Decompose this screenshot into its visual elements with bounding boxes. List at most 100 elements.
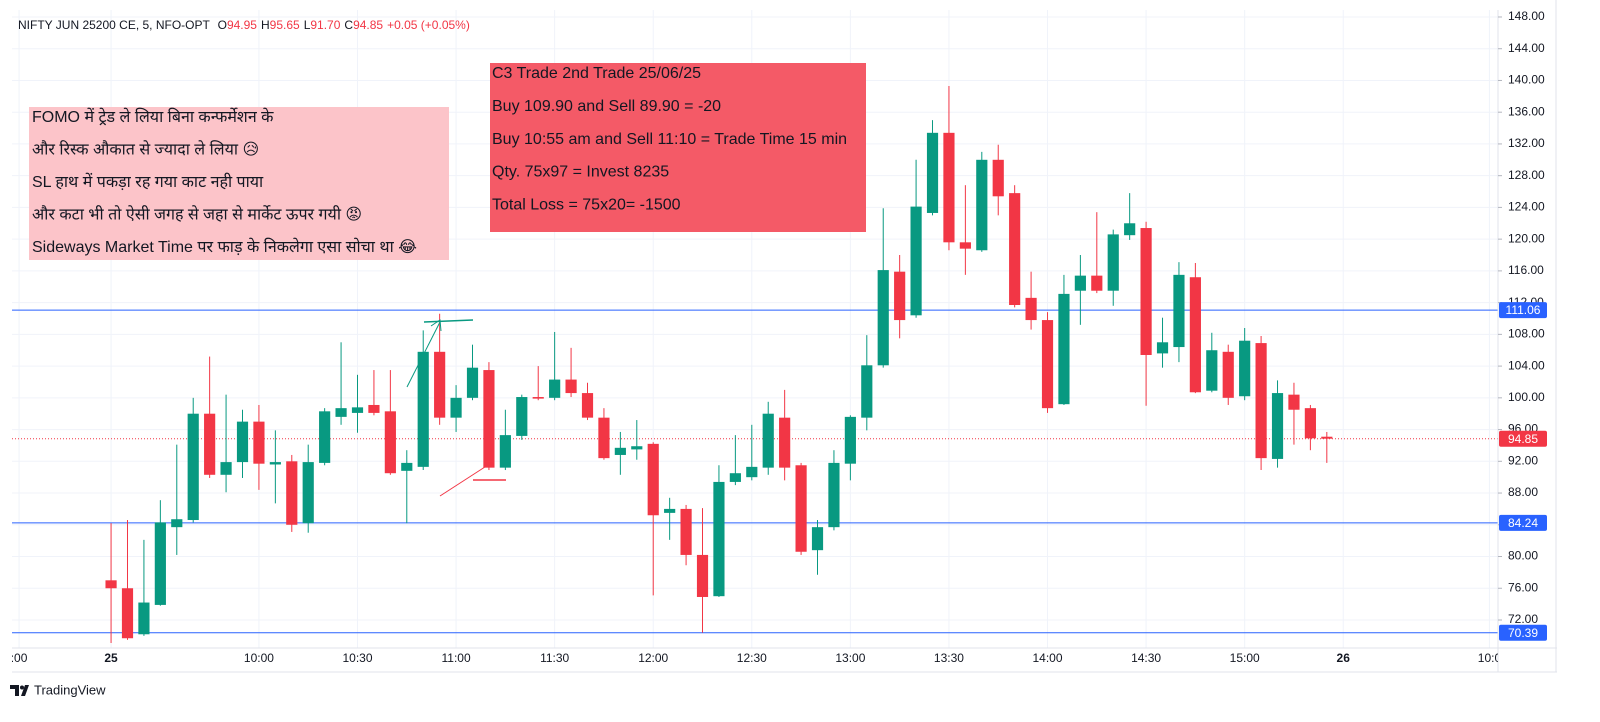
y-tick-label: 100.00	[1508, 390, 1545, 404]
candle-body	[401, 462, 413, 471]
candle-body	[1288, 394, 1300, 410]
annotation-text: और कटा भी तो ऐसी जगह से जहा से मार्केट ऊ…	[32, 205, 362, 224]
trend-line	[439, 464, 489, 497]
y-tick-label: 108.00	[1508, 327, 1545, 341]
annotation-box	[490, 63, 866, 232]
price-label: 111.06	[1506, 303, 1541, 317]
candle-body	[746, 466, 758, 478]
x-tick-label: 10:00	[244, 651, 274, 665]
candle-body	[598, 417, 610, 459]
candle-body	[1107, 234, 1119, 291]
candle-body	[696, 554, 709, 597]
legend-change: +0.05 (+0.05%)	[387, 18, 470, 32]
annotation-text: Buy 109.90 and Sell 89.90 = -20	[492, 98, 721, 115]
x-tick-label: 13:00	[835, 651, 865, 665]
candle-body	[269, 462, 281, 465]
legend-key: O	[218, 18, 227, 32]
candle-body	[1173, 274, 1185, 348]
candle-body	[828, 462, 840, 528]
x-tick-label: 10:0	[1478, 651, 1502, 665]
candle-body	[1321, 436, 1333, 439]
candle-body	[384, 411, 396, 474]
candle-body	[499, 435, 511, 468]
x-tick-label: 11:30	[540, 651, 569, 665]
y-tick-label: 76.00	[1508, 580, 1538, 594]
candle-body	[811, 527, 824, 551]
price-label: 70.39	[1508, 626, 1538, 640]
candle-body	[466, 367, 479, 398]
annotation-text: Sideways Market Time पर फाड़ के निकलेगा …	[32, 237, 417, 256]
x-tick-label: 14:30	[1131, 651, 1161, 665]
y-tick-label: 124.00	[1508, 200, 1545, 214]
annotation-text: Total Loss = 75x20= -1500	[492, 196, 681, 213]
candle-body	[614, 447, 626, 455]
y-tick-label: 92.00	[1508, 453, 1538, 467]
y-tick-label: 132.00	[1508, 136, 1545, 150]
y-tick-label: 128.00	[1508, 168, 1545, 182]
candle-body	[910, 206, 922, 316]
candle-body	[795, 465, 807, 552]
y-tick-label: 120.00	[1508, 231, 1545, 245]
candle-body	[1058, 293, 1070, 405]
y-tick-label: 72.00	[1508, 612, 1538, 626]
brand-name: TradingView	[34, 682, 106, 697]
y-tick-label: 136.00	[1508, 104, 1545, 118]
annotation-layer: FOMO में ट्रेड ले लिया बिना कन्फर्मेशन क…	[29, 63, 866, 260]
candle-body	[138, 602, 150, 635]
candle-body	[121, 588, 134, 639]
x-tick-label: 10:30	[342, 651, 372, 665]
brand: TradingView	[10, 682, 106, 697]
candle-body	[1189, 277, 1201, 393]
candle-body	[992, 159, 1004, 197]
candle-body	[187, 413, 199, 521]
legend-key: H	[261, 18, 270, 32]
candle-body	[286, 461, 298, 525]
x-tick-label: 11:00	[442, 651, 471, 665]
annotation-text: SL हाथ में पकड़ा रह गया काट नही पाया	[32, 172, 264, 191]
candle-body	[351, 407, 364, 413]
candle-body	[417, 351, 429, 467]
candle-body	[844, 416, 856, 464]
candle-body	[926, 132, 939, 213]
annotation-box	[29, 107, 449, 260]
candle-body	[1074, 275, 1086, 291]
y-tick-label: 140.00	[1508, 73, 1545, 87]
x-tick-label: 15:00	[1230, 651, 1260, 665]
annotation-text: C3 Trade 2nd Trade 25/06/25	[492, 65, 701, 82]
candle-body	[1140, 228, 1152, 355]
candle-body	[236, 421, 249, 463]
candle-body	[1222, 351, 1234, 398]
x-tick-label: 25	[104, 651, 118, 665]
candle-body	[1156, 342, 1169, 354]
candle-body	[779, 417, 791, 468]
annotation-text: और रिस्क औकात से ज्यादा ले लिया 😥	[32, 140, 259, 159]
candle-layer	[105, 86, 1333, 644]
exit-line	[423, 319, 474, 323]
candle-body	[631, 446, 643, 450]
price-label-layer: 111.06 84.24 70.39 94.85	[1499, 302, 1547, 641]
candle-body	[1206, 350, 1218, 391]
candle-body	[483, 370, 495, 468]
x-axis: :00 25 10:00 10:30 11:00 11:30 12:00 12:30 13:00…	[12, 651, 1502, 665]
price-label-box	[1499, 430, 1547, 447]
candle-body	[1009, 193, 1021, 305]
x-tick-label: 12:30	[737, 651, 767, 665]
candle-body	[680, 508, 692, 555]
candle-body	[434, 351, 446, 418]
annotation-text: Qty. 75x97 = Invest 8235	[492, 164, 669, 181]
annotation-text: Buy 10:55 am and Sell 11:10 = Trade Time…	[492, 131, 847, 148]
candle-body	[204, 413, 216, 475]
legend: NIFTY JUN 25200 CE, 5, NFO-OPT O94.95 H95.…	[18, 18, 470, 32]
price-label: 94.85	[1508, 432, 1538, 446]
candle-body	[154, 522, 166, 605]
price-label: 84.24	[1508, 516, 1538, 530]
candle-body	[1025, 297, 1037, 321]
legend-value: 91.70	[310, 18, 340, 32]
candle-body	[894, 271, 906, 321]
candle-body	[220, 462, 232, 475]
candle-body	[861, 365, 873, 418]
x-tick-label: 26	[1337, 651, 1351, 665]
candle-body	[171, 519, 183, 528]
